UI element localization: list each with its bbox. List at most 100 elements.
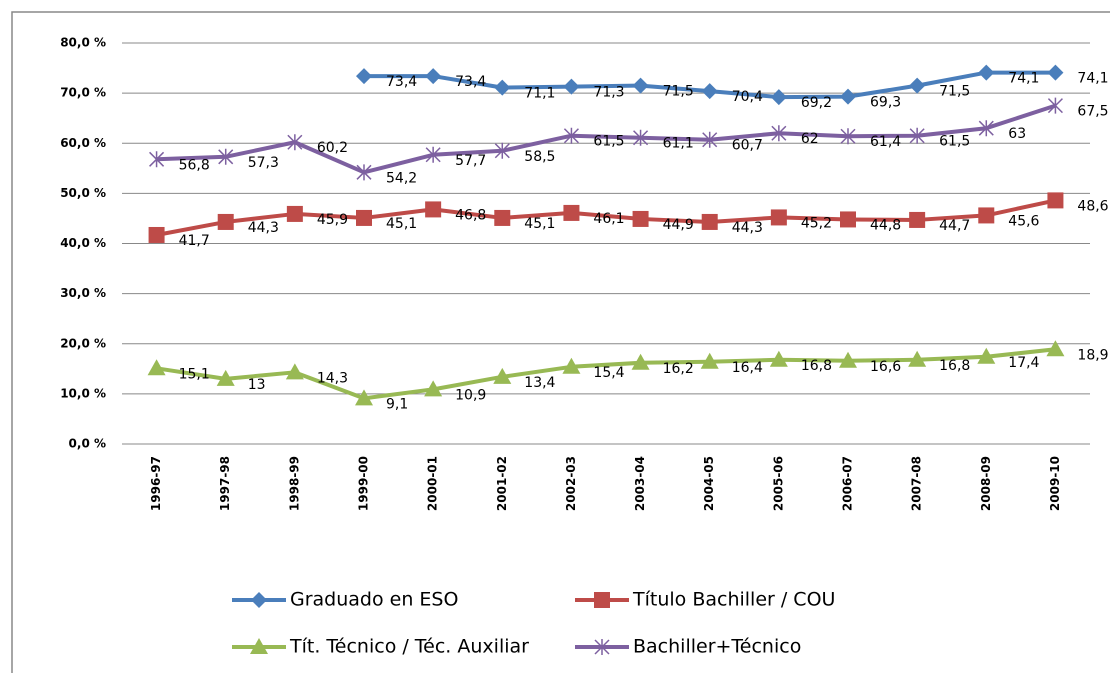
marker (977, 347, 996, 364)
marker (1047, 97, 1063, 114)
x-tick-label: 2001-02 (495, 456, 509, 511)
data-label: 15,4 (593, 365, 624, 381)
marker (286, 205, 303, 222)
data-label: 63 (1008, 126, 1026, 142)
data-label: 13 (248, 377, 266, 393)
marker (771, 125, 787, 142)
data-label: 69,3 (870, 95, 901, 111)
marker (840, 211, 856, 228)
data-label: 44,3 (248, 220, 279, 236)
marker (217, 213, 234, 230)
y-tick-label: 40,0 % (60, 236, 106, 250)
data-label: 70,4 (732, 89, 763, 105)
data-label: 71,5 (939, 84, 970, 100)
data-label: 45,2 (801, 215, 832, 231)
x-tick-label: 2003-04 (633, 456, 647, 511)
data-label: 44,8 (870, 217, 901, 233)
data-label: 16,2 (663, 361, 694, 377)
data-label: 62 (801, 131, 819, 147)
x-tick-label: 2008-09 (979, 456, 993, 511)
x-tick-label: 2007-08 (910, 456, 924, 511)
x-tick-label: 1999-00 (357, 456, 371, 511)
marker (218, 148, 234, 165)
data-label: 61,5 (593, 134, 624, 150)
data-label: 71,1 (524, 86, 555, 102)
data-label: 58,5 (524, 149, 555, 165)
marker (770, 209, 787, 226)
marker (701, 213, 718, 230)
marker (978, 207, 995, 224)
marker (594, 639, 610, 655)
data-label: 14,3 (317, 370, 348, 386)
marker (494, 142, 510, 159)
y-tick-label: 20,0 % (60, 336, 106, 350)
legend-label: Título Bachiller / COU (632, 589, 835, 611)
data-label: 9,1 (386, 396, 408, 412)
marker (909, 127, 925, 144)
marker (356, 164, 372, 181)
y-tick-label: 0,0 % (69, 437, 106, 451)
marker (425, 146, 441, 163)
marker (1047, 192, 1064, 209)
data-label: 71,5 (663, 84, 694, 100)
data-label: 73,4 (386, 74, 417, 90)
data-label: 16,8 (939, 358, 970, 374)
x-tick-label: 2000-01 (426, 456, 440, 511)
marker (594, 592, 610, 608)
data-label: 61,4 (870, 134, 901, 150)
x-tick-label: 2005-06 (771, 456, 785, 511)
data-label: 17,4 (1008, 355, 1039, 371)
y-tick-label: 80,0 % (60, 36, 106, 50)
data-label: 69,2 (801, 95, 832, 111)
marker (493, 367, 512, 384)
data-label: 48,6 (1077, 198, 1108, 214)
marker (563, 127, 579, 144)
data-label: 71,3 (593, 85, 624, 101)
data-label: 44,3 (732, 220, 763, 236)
data-label: 15,1 (179, 366, 210, 382)
data-label: 18,9 (1077, 347, 1108, 363)
chart-frame (11, 11, 1110, 673)
marker (149, 151, 165, 168)
x-tick-label: 2002-03 (564, 456, 578, 511)
marker (978, 64, 995, 81)
marker (562, 357, 581, 374)
data-label: 45,1 (386, 216, 417, 232)
data-label: 54,2 (386, 170, 417, 186)
data-label: 61,1 (663, 136, 694, 152)
marker (148, 226, 165, 243)
data-label: 60,2 (317, 140, 348, 156)
legend-label: Tít. Técnico / Téc. Auxiliar (289, 636, 529, 658)
marker (769, 350, 788, 367)
data-label: 41,7 (179, 233, 210, 249)
data-label: 10,9 (455, 387, 486, 403)
marker (147, 359, 166, 376)
y-tick-label: 60,0 % (60, 136, 106, 150)
y-tick-label: 70,0 % (60, 86, 106, 100)
marker (702, 131, 718, 148)
data-label: 16,8 (801, 358, 832, 374)
data-label: 45,9 (317, 212, 348, 228)
marker (632, 77, 649, 94)
x-tick-label: 1997-98 (218, 456, 232, 511)
data-label: 57,7 (455, 153, 486, 169)
marker (631, 353, 650, 370)
legend-label: Graduado en ESO (290, 589, 458, 611)
data-label: 67,5 (1077, 104, 1108, 120)
marker (494, 209, 511, 226)
marker (425, 201, 442, 218)
y-tick-label: 30,0 % (60, 286, 106, 300)
marker (978, 120, 994, 137)
y-tick-label: 50,0 % (60, 186, 106, 200)
data-label: 16,4 (732, 360, 763, 376)
marker (909, 211, 926, 228)
marker (633, 129, 649, 146)
marker (563, 204, 580, 221)
x-tick-label: 1998-99 (287, 456, 301, 511)
marker (1047, 64, 1064, 81)
marker (840, 128, 856, 145)
marker (251, 592, 267, 608)
x-tick-label: 2004-05 (702, 456, 716, 511)
marker (285, 363, 304, 380)
data-label: 73,4 (455, 74, 486, 90)
